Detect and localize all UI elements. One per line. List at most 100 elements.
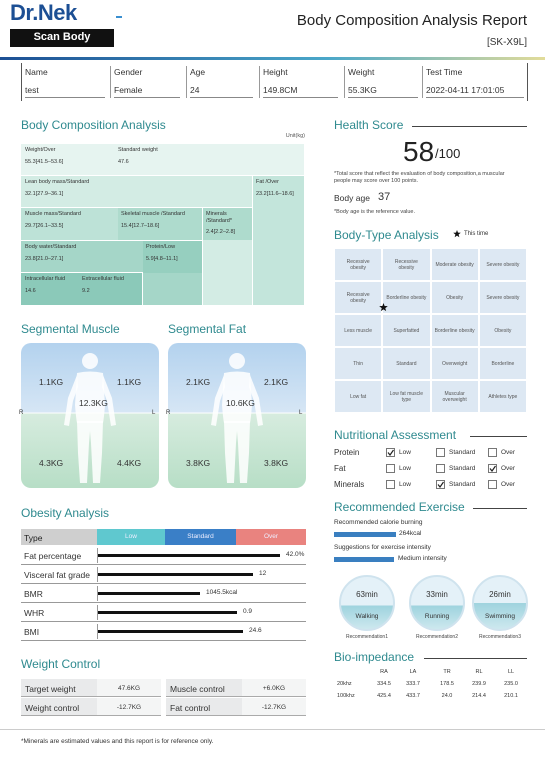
checkbox-frame (386, 480, 395, 489)
exercise-time: 33min (426, 590, 448, 599)
info-value: 2022-04-11 17:01:05 (426, 85, 505, 95)
option-label: Low (399, 481, 411, 488)
bio-column: TR (443, 669, 451, 675)
grid-cell-border (334, 380, 383, 413)
info-underline (263, 97, 338, 98)
wc-label-cell (166, 698, 242, 716)
checkbox-frame (386, 448, 395, 457)
torso (75, 371, 105, 423)
body-type-cell: Overweight (441, 361, 468, 367)
info-underline (348, 97, 418, 98)
wc-label-cell (21, 698, 97, 716)
grid-cell-border (334, 248, 383, 281)
obesity-divider (97, 605, 98, 620)
info-label: Height (263, 67, 288, 77)
section-rule (424, 658, 527, 659)
checkbox (488, 480, 497, 489)
obesity-header-cell (236, 529, 306, 545)
body-type-cell: Superfatted (393, 328, 420, 334)
bio-column: RL (475, 669, 483, 675)
section-title: Weight Control (21, 657, 101, 671)
star-icon (379, 303, 389, 312)
obesity-row (21, 565, 306, 584)
info-underline (114, 97, 180, 98)
info-divider (186, 66, 187, 98)
wc-label: Muscle control (170, 684, 225, 694)
obesity-bar (98, 611, 237, 614)
body-type-cell: Recessive obesity (346, 259, 370, 271)
obesity-row (21, 622, 306, 641)
grid-cell-border (430, 248, 479, 281)
grid-cell-border (382, 248, 431, 281)
bio-row-label: 100khz (337, 693, 355, 699)
obesity-bar (98, 554, 280, 557)
wc-value-cell (97, 679, 161, 697)
checkbox (436, 464, 445, 473)
obesity-bar (98, 592, 200, 595)
grid-cell-border (478, 281, 527, 314)
composition-label: Skeletal muscle /Standard (121, 211, 185, 217)
composition-cell: Extracellular fluid 9.2 (82, 276, 142, 294)
composition-block (203, 207, 253, 240)
grid-cell-border (334, 314, 383, 347)
option-label: Standard (449, 449, 476, 456)
wc-value: +6.0KG (262, 685, 286, 692)
bio-value: 210.1 (504, 693, 518, 699)
body-type-cell: Muscular overweight (442, 391, 467, 403)
composition-cell: Fat /Over 23.2[11.6–18.6] (256, 179, 303, 197)
obesity-header: Standard (187, 533, 214, 540)
composition-cell: Minerals /Standard* 2.4[2.2–2.8] (206, 211, 252, 235)
exercise-name: Walking (355, 613, 379, 620)
grid-cell-border (430, 281, 479, 314)
checkbox-frame (436, 464, 445, 473)
option-label: Over (501, 449, 516, 456)
sublogo-box (10, 29, 114, 47)
right-arm: 1.1KG (117, 377, 142, 387)
wc-label: Fat control (170, 703, 211, 713)
option-label: Over (501, 481, 516, 488)
obesity-divider (97, 567, 98, 582)
legs (224, 421, 250, 483)
obesity-header: Over (263, 533, 279, 540)
checkbox (386, 448, 395, 457)
composition-label: Lean body mass/Standard (25, 179, 90, 185)
section-title: Body-Type Analysis (334, 228, 439, 242)
calorie-bar (334, 532, 396, 537)
bio-value: 178.5 (440, 681, 454, 687)
body-type-cell: Severe obesity (486, 295, 520, 301)
sublogo: Scan Body (33, 31, 91, 43)
info-border-left (21, 63, 22, 101)
body-type-cell: Standard (396, 361, 417, 367)
composition-label: Fat /Over (256, 179, 279, 185)
checkbox (436, 448, 445, 457)
exercise-circle (472, 575, 528, 631)
check-mark (437, 481, 444, 489)
score-max: /100 (435, 146, 461, 161)
body-type-cell: Borderline obesity (386, 295, 427, 301)
grid-cell-border (430, 380, 479, 413)
composition-label: Standard weight (118, 147, 158, 153)
exercise-name: Swimming (485, 613, 515, 620)
obesity-row (21, 584, 306, 603)
bio-value: 333.7 (406, 681, 420, 687)
obesity-value: 24.6 (249, 627, 262, 634)
exercise-time: 63min (356, 590, 378, 599)
grid-cell-border (382, 380, 431, 413)
obesity-divider (97, 624, 98, 639)
obesity-header-cell (21, 529, 97, 545)
info-value: 55.3KG (348, 85, 377, 95)
info-underline (25, 97, 105, 98)
checkbox-frame (436, 480, 445, 489)
grid-cell-border (478, 248, 527, 281)
composition-label: Intracellular fluid (25, 276, 66, 282)
info-label: Age (190, 67, 206, 77)
obesity-name: Fat percentage (24, 551, 82, 561)
info-divider (344, 66, 345, 98)
right-leg: 3.8KG (264, 458, 289, 468)
wc-value-cell (97, 698, 161, 716)
section-title: Body Composition Analysis (21, 118, 166, 132)
unit-label: Unit(kg) (285, 133, 305, 139)
exercise-circle (339, 575, 395, 631)
nutrient-name: Protein (334, 448, 360, 457)
wc-label-cell (166, 679, 242, 697)
